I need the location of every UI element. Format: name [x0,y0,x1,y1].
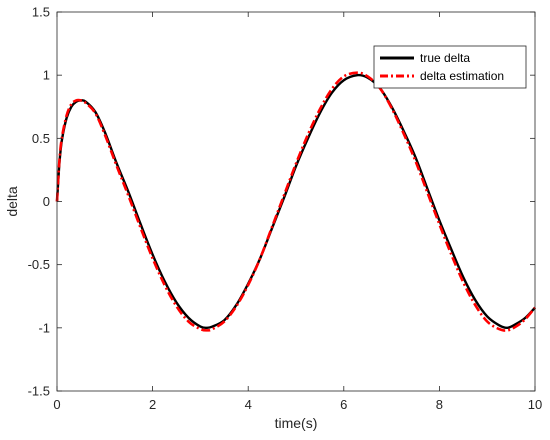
x-tick-label: 0 [53,397,60,412]
y-tick-label: 1 [43,68,50,83]
ticks-layer: 0 2 4 6 8 10 -1.5 -1 -0.5 0 0.5 1 1.5 [28,5,543,413]
legend: true delta delta estimation [373,45,527,89]
y-tick-label: -1.5 [28,384,50,399]
x-tick-label: 2 [149,397,156,412]
series-line-delta-estimation [55,71,537,332]
series-layer [55,71,537,332]
y-tick-label: 0.5 [32,131,50,146]
legend-label-true-delta: true delta [420,51,470,65]
y-axis-label: delta [4,186,20,217]
y-tick-label: 0 [43,194,50,209]
legend-box [373,45,527,89]
legend-label-delta-estimation: delta estimation [420,69,504,83]
x-axis-label: time(s) [275,415,318,431]
x-tick-label: 6 [340,397,347,412]
x-tick-label: 8 [436,397,443,412]
x-tick-label: 4 [245,397,252,412]
y-tick-label: -1 [38,320,50,335]
y-tick-label: 1.5 [32,5,50,20]
x-tick-label: 10 [528,397,542,412]
y-tick-label: -0.5 [28,257,50,272]
